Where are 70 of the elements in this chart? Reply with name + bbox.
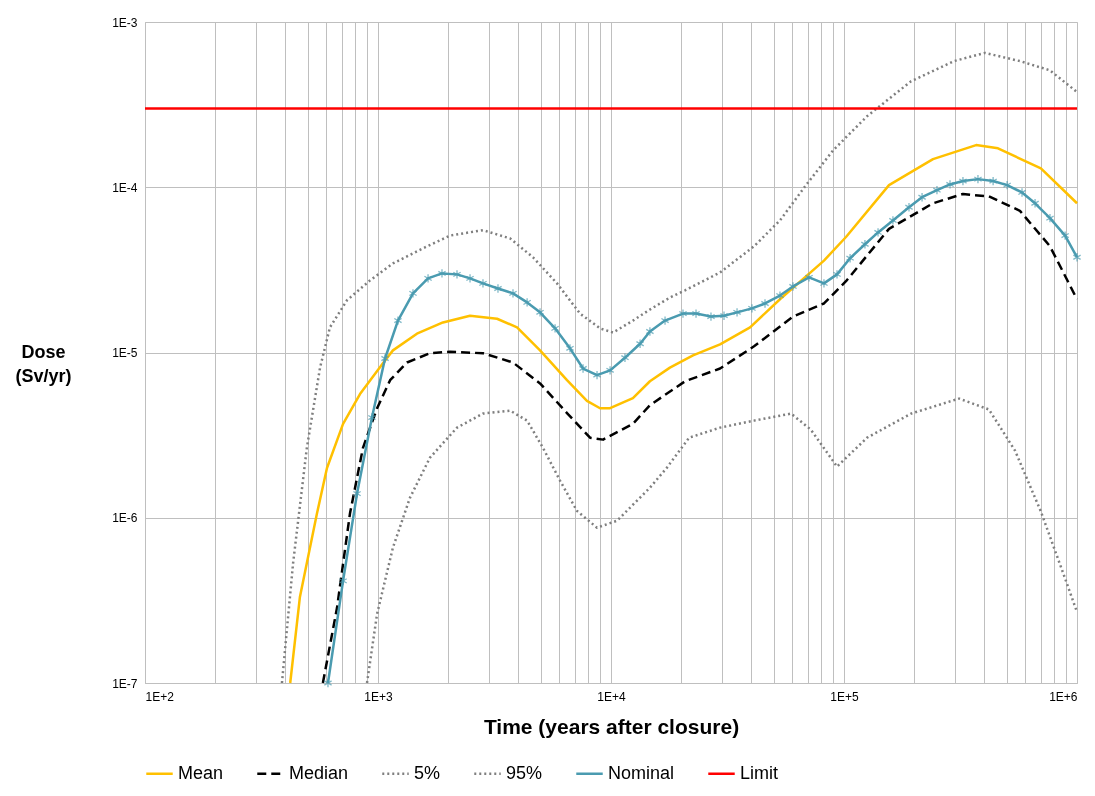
point: [1060, 230, 1070, 241]
point: [323, 678, 333, 688]
point: [423, 273, 433, 284]
point: [832, 269, 842, 280]
point: [973, 174, 983, 184]
point: [719, 310, 729, 321]
y-tick-label: 1E-4: [112, 180, 138, 195]
point: [465, 273, 475, 284]
y-tick-label: 1E-3: [112, 15, 138, 30]
point: [958, 176, 968, 186]
point: [732, 307, 742, 318]
legend-label: 95%: [506, 762, 543, 783]
legend-label: Median: [289, 762, 349, 783]
point: [605, 365, 615, 376]
point: [888, 215, 898, 226]
legend-label: Limit: [740, 762, 779, 783]
point: [747, 303, 757, 314]
point: [478, 278, 488, 289]
point: [1002, 180, 1012, 190]
point: [408, 288, 418, 299]
point: [1017, 187, 1027, 198]
point: [1030, 198, 1040, 209]
point: [1045, 213, 1055, 223]
y-tick-label: 1E-6: [112, 511, 138, 526]
point: [535, 307, 545, 318]
point: [988, 176, 998, 186]
x-tick-label: 1E+3: [364, 689, 394, 704]
point: [804, 272, 814, 283]
point: [393, 315, 403, 326]
y-tick-label: 1E-5: [112, 346, 138, 360]
point: [352, 488, 362, 499]
point: [904, 202, 914, 213]
point: [873, 227, 883, 238]
point: [620, 352, 630, 363]
x-tick-label: 1E+6: [1049, 689, 1078, 704]
x-tick-label: 1E+4: [597, 689, 627, 704]
point: [493, 283, 503, 294]
point: [437, 268, 447, 279]
x-tick-label: 1E+2: [145, 689, 175, 704]
point: [775, 290, 785, 301]
point: [678, 308, 688, 319]
x-axis-title: Time (years after closure): [483, 714, 740, 738]
point: [945, 179, 955, 190]
point: [338, 576, 348, 586]
y-axis-title: Dose (Sv/yr): [15, 341, 72, 386]
point: [635, 338, 645, 349]
legend-label: Mean: [178, 762, 224, 783]
point: [565, 343, 575, 354]
point: [380, 353, 390, 364]
point: [592, 370, 602, 380]
point: [550, 323, 560, 334]
point: [367, 412, 377, 423]
point: [932, 185, 942, 196]
point: [522, 297, 532, 308]
point: [860, 239, 870, 250]
x-tick-label: 1E+5: [830, 689, 860, 704]
point: [1072, 252, 1082, 263]
legend-label: Nominal: [608, 762, 675, 783]
point: [452, 269, 462, 280]
point: [845, 253, 855, 264]
point: [706, 311, 716, 322]
point: [508, 288, 518, 299]
legend-label: 5%: [414, 762, 441, 783]
point: [788, 281, 798, 292]
point: [760, 298, 770, 309]
y-tick-label: 1E-7: [112, 676, 138, 691]
point: [917, 192, 927, 203]
point: [691, 308, 701, 319]
point: [578, 363, 588, 374]
point: [819, 278, 829, 289]
